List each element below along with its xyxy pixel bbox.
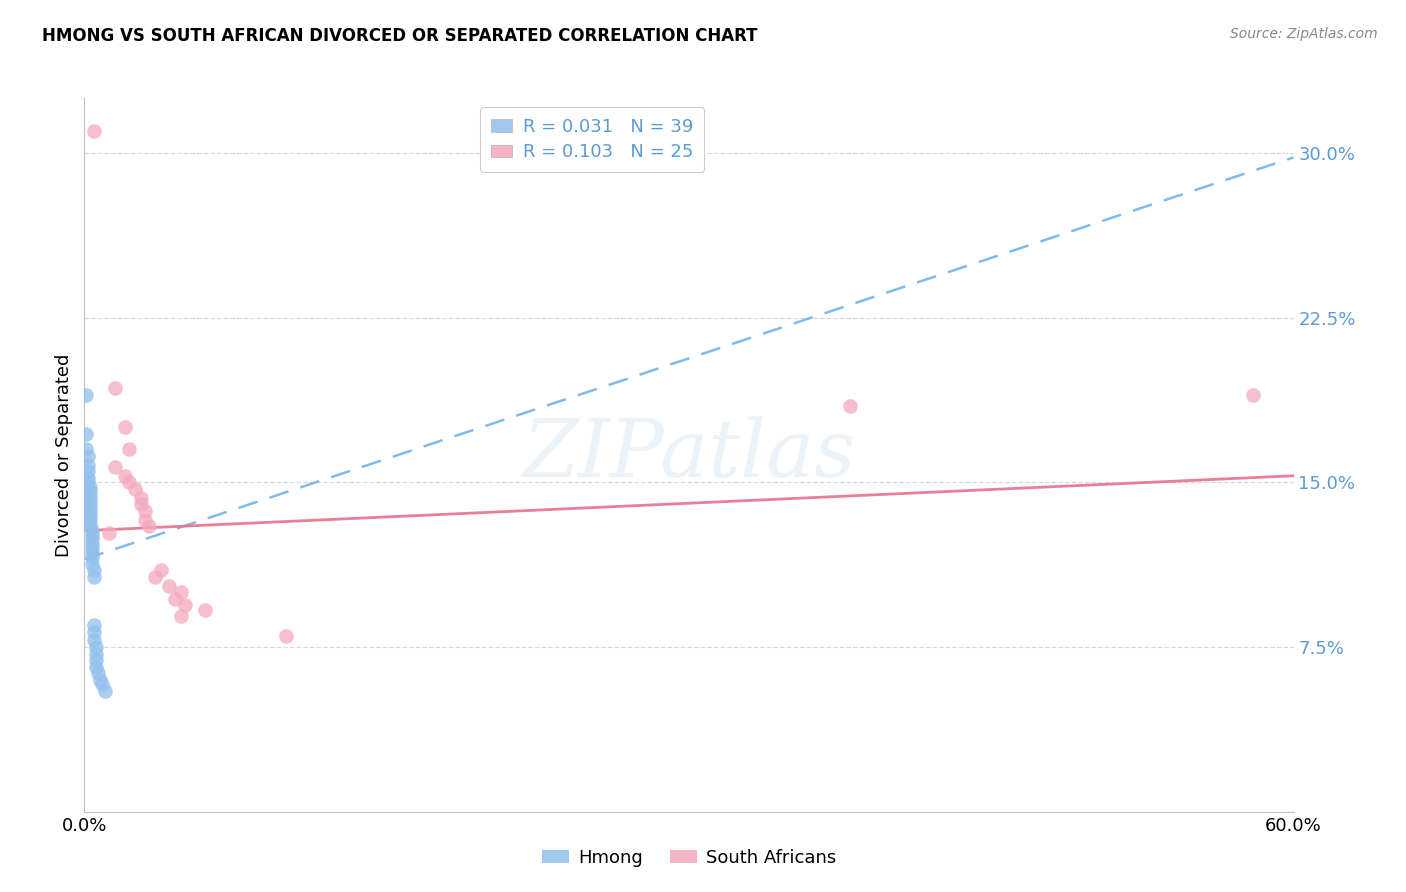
- Point: [86, 653, 108, 667]
- Point: [83, 618, 105, 632]
- Point: [118, 475, 141, 490]
- Point: [134, 504, 156, 518]
- Point: [83, 633, 105, 648]
- Point: [93, 684, 115, 698]
- Point: [79, 497, 101, 511]
- Legend: Hmong, South Africans: Hmong, South Africans: [534, 842, 844, 874]
- Point: [86, 660, 108, 674]
- Point: [138, 519, 160, 533]
- Point: [118, 442, 141, 457]
- Point: [114, 468, 136, 483]
- Text: Source: ZipAtlas.com: Source: ZipAtlas.com: [1230, 27, 1378, 41]
- Point: [170, 585, 193, 599]
- Point: [79, 519, 101, 533]
- Point: [149, 563, 172, 577]
- Point: [75, 427, 97, 442]
- Point: [79, 501, 101, 516]
- Point: [91, 677, 114, 691]
- Point: [83, 563, 105, 577]
- Point: [134, 513, 156, 527]
- Point: [1241, 387, 1264, 401]
- Point: [274, 629, 297, 643]
- Point: [89, 673, 111, 687]
- Text: ZIPatlas: ZIPatlas: [522, 417, 856, 493]
- Text: HMONG VS SOUTH AFRICAN DIVORCED OR SEPARATED CORRELATION CHART: HMONG VS SOUTH AFRICAN DIVORCED OR SEPAR…: [42, 27, 758, 45]
- Point: [82, 524, 104, 538]
- Point: [83, 624, 105, 639]
- Point: [143, 570, 166, 584]
- Point: [79, 506, 101, 520]
- Point: [104, 381, 127, 395]
- Point: [75, 442, 97, 457]
- Point: [79, 515, 101, 529]
- Point: [86, 647, 108, 661]
- Point: [77, 464, 100, 478]
- Point: [114, 420, 136, 434]
- Point: [104, 460, 127, 475]
- Point: [82, 546, 104, 560]
- Point: [82, 528, 104, 542]
- Point: [129, 491, 152, 505]
- Point: [170, 609, 193, 624]
- Point: [79, 480, 101, 494]
- Point: [83, 124, 105, 138]
- Point: [165, 591, 187, 606]
- Point: [194, 603, 217, 617]
- Point: [83, 570, 105, 584]
- Point: [86, 640, 108, 654]
- Point: [82, 537, 104, 551]
- Point: [79, 510, 101, 524]
- Point: [87, 666, 110, 681]
- Point: [97, 525, 120, 540]
- Point: [82, 557, 104, 571]
- Point: [82, 533, 104, 547]
- Y-axis label: Divorced or Separated: Divorced or Separated: [55, 353, 73, 557]
- Point: [77, 458, 100, 472]
- Point: [79, 492, 101, 507]
- Point: [82, 549, 104, 564]
- Point: [129, 497, 152, 511]
- Point: [124, 482, 146, 496]
- Point: [157, 578, 180, 592]
- Point: [839, 399, 862, 413]
- Point: [77, 471, 100, 485]
- Point: [79, 484, 101, 499]
- Point: [77, 449, 100, 463]
- Point: [79, 489, 101, 503]
- Point: [77, 475, 100, 490]
- Point: [82, 541, 104, 556]
- Point: [75, 387, 97, 401]
- Point: [174, 599, 197, 613]
